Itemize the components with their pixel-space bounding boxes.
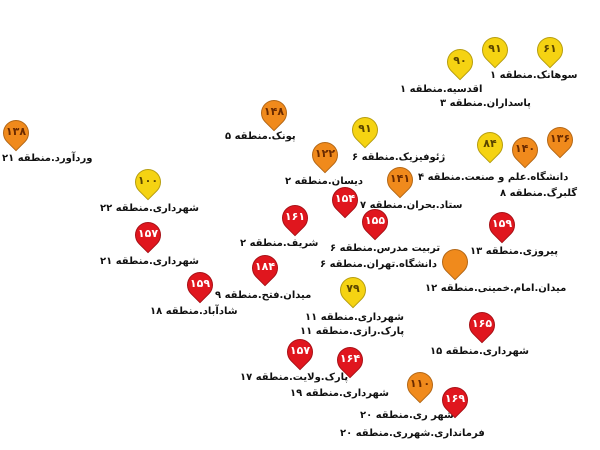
aqi-value: ۱۵۹ xyxy=(189,277,211,290)
aqi-value: ۹۱ xyxy=(488,42,502,55)
station-label: پارک.رازی.منطقه ۱۱ xyxy=(300,326,405,337)
aqi-value: ۹۱ xyxy=(358,122,372,135)
aqi-value: ۱۴۰ xyxy=(514,142,536,155)
aqi-value: ۱۵۷ xyxy=(289,344,311,357)
station-label: شهرداری.منطقه ۲۱ xyxy=(100,256,199,267)
station-label: پاسداران.منطقه ۳ xyxy=(440,98,531,109)
aqi-value: ۱۴۱ xyxy=(389,172,411,185)
aqi-value: ۱۱۰ xyxy=(409,377,431,390)
station-label: سوهانک.منطقه ۱ xyxy=(490,70,578,81)
station-label: دانشگاه.علم و صنعت.منطقه ۴ xyxy=(418,172,569,183)
aqi-value: ۱۶۱ xyxy=(284,210,306,223)
station-label: میدان.امام.خمینی.منطقه ۱۲ xyxy=(425,283,567,294)
aqi-value: ۱۶۹ xyxy=(444,392,466,405)
aqi-value: ۱۴۸ xyxy=(263,105,285,118)
aqi-value: ۱۵۹ xyxy=(491,217,513,230)
aqi-value: ۱۲۲ xyxy=(314,147,336,160)
aqi-value: ۱۰۰ xyxy=(137,174,159,187)
station-label: پارک.ولایت.منطقه ۱۷ xyxy=(240,372,349,383)
aqi-value: ۹۰ xyxy=(453,54,467,67)
station-label: ژئوفیزیک.منطقه ۶ xyxy=(352,152,446,163)
station-label: پیروزی.منطقه ۱۳ xyxy=(470,246,558,257)
station-label: شهرداری.منطقه ۲۲ xyxy=(100,203,199,214)
aqi-value: ۶۱ xyxy=(543,42,557,55)
station-label: وردآورد.منطقه ۲۱ xyxy=(2,153,93,164)
aqi-value: ۱۳۸ xyxy=(5,125,27,138)
aqi-value: ۷۹ xyxy=(346,282,360,295)
station-label: شهرداری.منطقه ۱۵ xyxy=(430,346,529,357)
station-label: شریف.منطقه ۲ xyxy=(240,238,319,249)
station-label: شهرداری.منطقه ۱۱ xyxy=(305,312,404,323)
station-label: دیسان.منطقه ۲ xyxy=(285,176,364,187)
aqi-value: ۱۶۴ xyxy=(339,352,361,365)
aqi-value: ۸۴ xyxy=(483,137,497,150)
station-label: دانشگاه.تهران.منطقه ۶ xyxy=(320,259,437,270)
map-pin-icon xyxy=(436,243,474,281)
station-label: شهرداری.منطقه ۱۹ xyxy=(290,388,389,399)
station-label: فرمانداری.شهرری.منطقه ۲۰ xyxy=(340,428,485,439)
station-label: میدان.فتح.منطقه ۹ xyxy=(215,290,312,301)
aqi-value: ۱۳۶ xyxy=(549,132,571,145)
aqi-value: ۱۵۷ xyxy=(137,227,159,240)
station-label: اقدسیه.منطقه ۱ xyxy=(400,84,483,95)
aqi-value: ۱۶۵ xyxy=(471,317,493,330)
station-label: گلبرگ.منطقه ۸ xyxy=(500,188,578,199)
aqi-value: ۱۵۵ xyxy=(364,214,386,227)
aqi-value: ۱۸۴ xyxy=(254,260,276,273)
aqi-value: ۱۵۴ xyxy=(334,192,356,205)
station-label: شهر ری.منطقه ۲۰ xyxy=(360,410,454,421)
station-label: پونک.منطقه ۵ xyxy=(225,131,296,142)
station-label: تربیت مدرس.منطقه ۶ xyxy=(330,243,441,254)
station-label: ستاد.بحران.منطقه ۷ xyxy=(360,200,463,211)
station-label: شادآباد.منطقه ۱۸ xyxy=(150,306,238,317)
